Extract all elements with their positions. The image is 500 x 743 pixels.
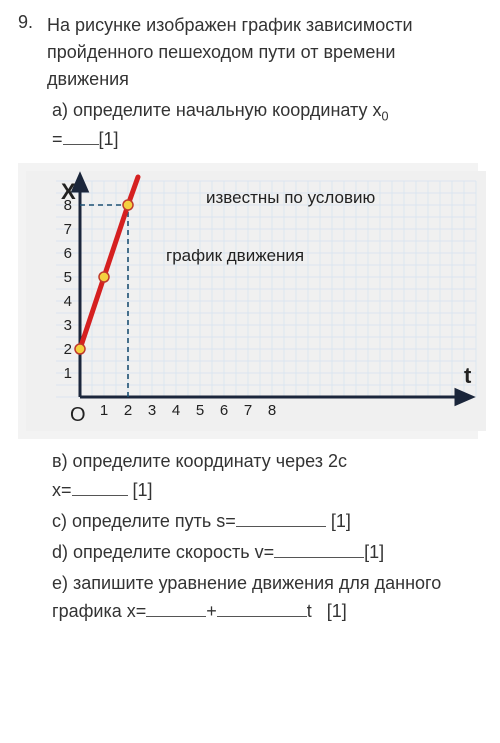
x-axis-label: t xyxy=(464,363,472,388)
y-axis-label: X xyxy=(61,179,76,204)
chart-container: 1 2 3 4 5 6 7 8 1 2 3 4 5 6 7 8 X t О из… xyxy=(18,163,478,439)
part-v: в) определите координату через 2с x= [1] xyxy=(52,447,482,505)
part-c-prefix: с) определите путь s= xyxy=(52,511,236,531)
xtick-1: 1 xyxy=(100,402,108,419)
problem-number: 9. xyxy=(18,12,33,93)
part-a-score: [1] xyxy=(99,129,119,149)
ytick-7: 7 xyxy=(64,221,72,238)
problem-text: На рисунке изображен график зависимости … xyxy=(47,12,482,93)
annotation-graph: график движения xyxy=(166,246,304,265)
part-e-score: [1] xyxy=(327,601,347,621)
part-v-eq: x= xyxy=(52,480,72,500)
ytick-4: 4 xyxy=(64,293,72,310)
part-c: с) определите путь s= [1] xyxy=(52,507,482,536)
part-a-eq: = xyxy=(52,129,63,149)
xtick-7: 7 xyxy=(244,402,252,419)
blank-d xyxy=(274,557,364,558)
ytick-5: 5 xyxy=(64,269,72,286)
blank-v xyxy=(72,495,128,496)
xtick-3: 3 xyxy=(148,402,156,419)
xtick-8: 8 xyxy=(268,402,276,419)
xtick-2: 2 xyxy=(124,402,132,419)
ytick-3: 3 xyxy=(64,317,72,334)
blank-e2 xyxy=(217,616,307,617)
xtick-4: 4 xyxy=(172,402,180,419)
ytick-6: 6 xyxy=(64,245,72,262)
blank-c xyxy=(236,526,326,527)
part-a-prefix: а) определите начальную координату x xyxy=(52,100,381,120)
origin-label: О xyxy=(70,404,86,426)
xtick-6: 6 xyxy=(220,402,228,419)
xtick-5: 5 xyxy=(196,402,204,419)
part-e-plus: + xyxy=(206,601,217,621)
annotation-known: известны по условию xyxy=(206,188,375,207)
part-d-score: [1] xyxy=(364,542,384,562)
part-c-score: [1] xyxy=(331,511,351,531)
part-d-prefix: d) определите скорость v= xyxy=(52,542,274,562)
motion-chart: 1 2 3 4 5 6 7 8 1 2 3 4 5 6 7 8 X t О из… xyxy=(26,171,486,431)
ytick-1: 1 xyxy=(64,365,72,382)
blank-e1 xyxy=(146,616,206,617)
part-d: d) определите скорость v= [1] xyxy=(52,538,482,567)
part-v-score: [1] xyxy=(133,480,153,500)
part-a: а) определите начальную координату x0 = [… xyxy=(52,97,482,153)
ytick-2: 2 xyxy=(64,341,72,358)
blank-a xyxy=(63,144,99,145)
part-e-t: t xyxy=(307,601,312,621)
part-e: е) запишите уравнение движения для данно… xyxy=(52,569,482,627)
part-v-prefix: в) определите координату через 2с xyxy=(52,451,347,471)
part-a-sub: 0 xyxy=(381,110,388,124)
part-e-prefix: е) запишите уравнение движения для данно… xyxy=(52,573,441,622)
